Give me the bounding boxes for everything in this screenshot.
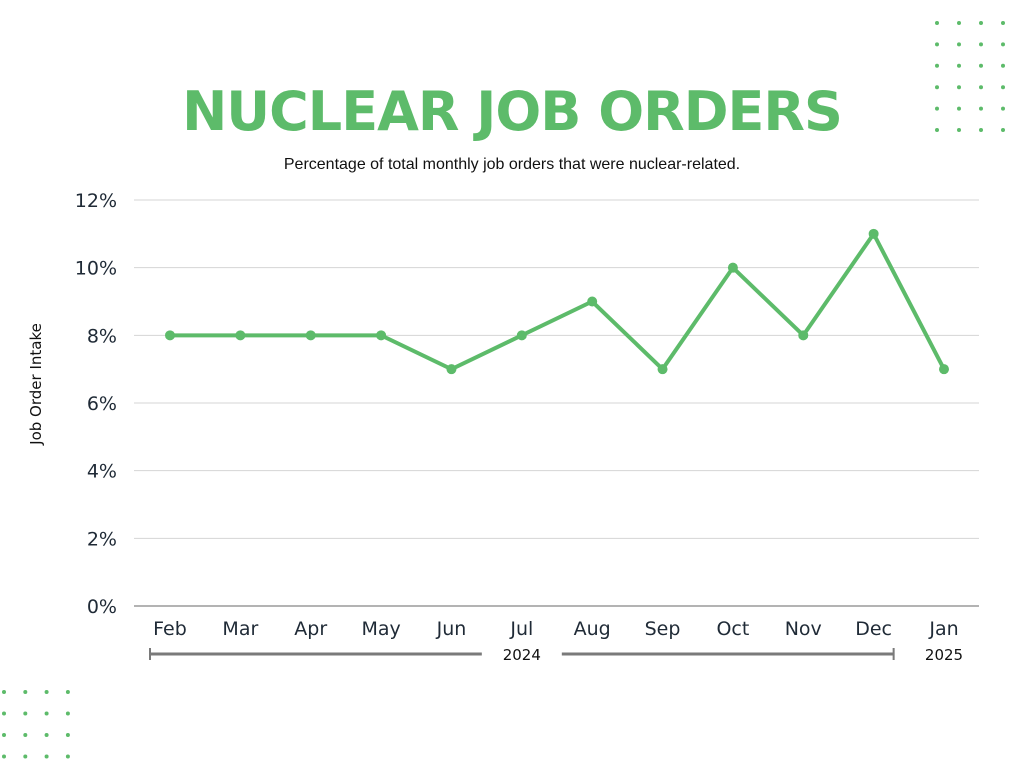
decor-dot (957, 85, 961, 90)
x-tick-label: Oct (716, 618, 749, 640)
x-tick-label: Sep (645, 618, 681, 640)
decor-dot (935, 21, 939, 25)
decor-dot (935, 85, 939, 90)
decor-dot (935, 42, 939, 47)
decor-dot (1001, 42, 1005, 47)
series-line (168, 229, 946, 373)
data-point (516, 330, 527, 341)
data-point (446, 364, 457, 375)
decor-dot (1001, 85, 1005, 90)
decor-dot (957, 106, 961, 111)
decorative-dot-grid-bottom-left (2, 690, 70, 759)
decor-dot (957, 42, 961, 47)
data-point (657, 364, 668, 375)
decor-dot (44, 690, 49, 694)
decor-dot (935, 128, 939, 132)
decor-dot (2, 733, 6, 737)
decor-dot (979, 63, 983, 68)
x-tick-label: Apr (294, 618, 327, 640)
decor-dot (1001, 63, 1005, 68)
data-point (165, 330, 175, 341)
decor-dot (979, 42, 983, 47)
decor-dot (935, 63, 939, 68)
data-point (727, 262, 738, 273)
y-tick-label: 8% (87, 325, 117, 347)
data-point (305, 330, 316, 341)
data-point (939, 364, 949, 375)
decor-dot (23, 754, 28, 759)
chart-title: NUCLEAR JOB ORDERS (182, 80, 842, 143)
y-tick-label: 2% (87, 528, 117, 550)
decor-dot (1001, 106, 1005, 111)
x-tick-label: Jan (928, 618, 958, 640)
year-brackets: 2024 2025 (149, 646, 963, 664)
decor-dot (957, 63, 961, 68)
decor-dot (1001, 21, 1005, 25)
decor-dot (23, 690, 28, 694)
x-tick-label: Nov (785, 618, 822, 640)
data-point (376, 330, 387, 341)
decor-dot (65, 733, 70, 737)
year-label: 2025 (925, 646, 963, 664)
x-axis-ticks: Feb Mar Apr May Jun Jul Aug Sep Oct Nov Dec Jan (153, 618, 958, 640)
decor-dot (65, 711, 70, 716)
data-point (235, 330, 246, 341)
decorative-dot-grid-top-right (935, 21, 1005, 132)
chart-subtitle: Percentage of total monthly job orders t… (284, 156, 740, 173)
y-axis-ticks: 0% 2% 4% 6% 8% 10% 12% (75, 190, 117, 618)
y-tick-label: 12% (75, 190, 117, 212)
x-tick-label: Jul (509, 618, 533, 640)
year-label: 2024 (503, 646, 541, 664)
decor-dot (23, 733, 28, 737)
decor-dot (1001, 128, 1005, 132)
decor-dot (957, 21, 961, 25)
data-point (868, 228, 879, 239)
decor-dot (44, 754, 49, 759)
series-line-group (165, 228, 949, 375)
decor-dot (935, 106, 939, 111)
y-tick-label: 10% (75, 258, 117, 280)
decor-dot (2, 754, 6, 759)
decor-dot (23, 711, 28, 716)
decor-dot (979, 85, 983, 90)
y-tick-label: 4% (87, 461, 117, 483)
y-axis-label: Job Order Intake (27, 323, 45, 446)
x-tick-label: Aug (574, 618, 611, 640)
decor-dot (979, 106, 983, 111)
decor-dot (979, 128, 983, 132)
decor-dot (2, 711, 6, 716)
y-tick-label: 6% (87, 393, 117, 415)
decor-dot (979, 21, 983, 25)
data-point (798, 330, 809, 341)
grid-lines (134, 199, 979, 607)
decor-dot (2, 690, 6, 694)
data-point (587, 296, 598, 307)
x-tick-label: Dec (855, 618, 892, 640)
x-tick-label: May (361, 618, 400, 640)
x-tick-label: Feb (153, 618, 187, 640)
decor-dot (65, 754, 70, 759)
y-tick-label: 0% (87, 596, 117, 618)
decor-dot (44, 733, 49, 737)
x-tick-label: Mar (222, 618, 258, 640)
x-tick-label: Jun (436, 618, 467, 640)
decor-dot (44, 711, 49, 716)
decor-dot (65, 690, 70, 694)
decor-dot (957, 128, 961, 132)
